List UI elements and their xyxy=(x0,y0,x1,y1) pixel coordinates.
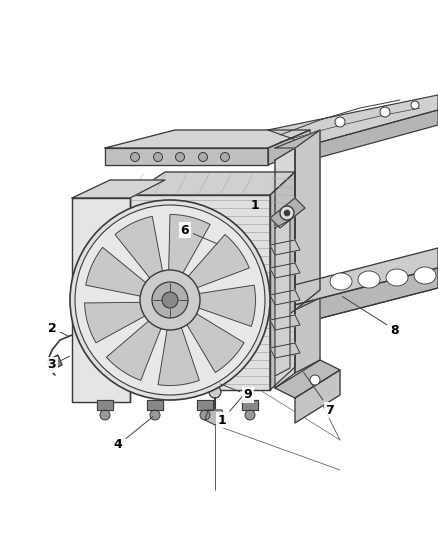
Text: 3: 3 xyxy=(48,356,70,372)
Circle shape xyxy=(152,282,188,318)
Polygon shape xyxy=(270,263,300,278)
Polygon shape xyxy=(275,148,295,325)
Circle shape xyxy=(198,152,208,161)
Circle shape xyxy=(209,386,221,398)
Polygon shape xyxy=(295,130,320,310)
Text: 1: 1 xyxy=(218,392,246,426)
Text: 8: 8 xyxy=(343,296,399,336)
Ellipse shape xyxy=(414,267,436,284)
Circle shape xyxy=(279,356,287,365)
Polygon shape xyxy=(242,400,258,410)
Polygon shape xyxy=(270,343,300,358)
Circle shape xyxy=(284,210,290,216)
Polygon shape xyxy=(147,400,163,410)
Text: 2: 2 xyxy=(48,321,70,337)
Polygon shape xyxy=(86,247,155,298)
Polygon shape xyxy=(268,130,310,165)
Circle shape xyxy=(100,410,110,420)
Text: 1: 1 xyxy=(250,199,259,212)
Polygon shape xyxy=(270,315,300,330)
Polygon shape xyxy=(72,198,130,402)
Polygon shape xyxy=(275,268,438,330)
Polygon shape xyxy=(72,180,165,198)
Circle shape xyxy=(70,200,270,400)
Circle shape xyxy=(140,270,200,330)
Polygon shape xyxy=(275,220,290,376)
Polygon shape xyxy=(275,310,295,388)
Text: 6: 6 xyxy=(181,223,217,244)
Circle shape xyxy=(153,152,162,161)
Polygon shape xyxy=(130,195,270,390)
Polygon shape xyxy=(158,288,182,312)
Polygon shape xyxy=(295,298,320,373)
Circle shape xyxy=(279,330,287,340)
Polygon shape xyxy=(106,313,165,381)
Circle shape xyxy=(176,152,184,161)
Polygon shape xyxy=(197,400,213,410)
Polygon shape xyxy=(310,110,438,160)
Polygon shape xyxy=(187,285,255,326)
Circle shape xyxy=(380,107,390,117)
Polygon shape xyxy=(205,410,225,425)
Polygon shape xyxy=(270,290,300,305)
Circle shape xyxy=(310,375,320,385)
Circle shape xyxy=(200,410,210,420)
Polygon shape xyxy=(275,360,340,398)
Polygon shape xyxy=(270,172,295,390)
Ellipse shape xyxy=(330,273,352,290)
Circle shape xyxy=(150,410,160,420)
Polygon shape xyxy=(105,130,310,148)
Polygon shape xyxy=(180,235,249,292)
Circle shape xyxy=(75,205,265,395)
Polygon shape xyxy=(105,148,268,165)
Polygon shape xyxy=(275,248,438,310)
Text: 9: 9 xyxy=(221,384,252,401)
Circle shape xyxy=(280,206,294,220)
Polygon shape xyxy=(181,308,244,373)
Polygon shape xyxy=(295,370,340,423)
Polygon shape xyxy=(270,240,300,255)
Polygon shape xyxy=(130,172,295,195)
Circle shape xyxy=(411,101,419,109)
Circle shape xyxy=(220,152,230,161)
Circle shape xyxy=(131,152,139,161)
Polygon shape xyxy=(169,214,210,284)
Polygon shape xyxy=(275,130,320,148)
Polygon shape xyxy=(97,400,113,410)
Ellipse shape xyxy=(358,271,380,288)
Polygon shape xyxy=(115,216,165,287)
Ellipse shape xyxy=(386,269,408,286)
Circle shape xyxy=(335,117,345,127)
Polygon shape xyxy=(270,198,305,228)
Circle shape xyxy=(162,292,178,308)
Text: 7: 7 xyxy=(304,372,334,416)
Polygon shape xyxy=(48,355,62,370)
Polygon shape xyxy=(268,95,438,145)
Polygon shape xyxy=(158,316,199,385)
Polygon shape xyxy=(85,302,155,343)
Text: 4: 4 xyxy=(113,417,153,451)
Circle shape xyxy=(245,410,255,420)
